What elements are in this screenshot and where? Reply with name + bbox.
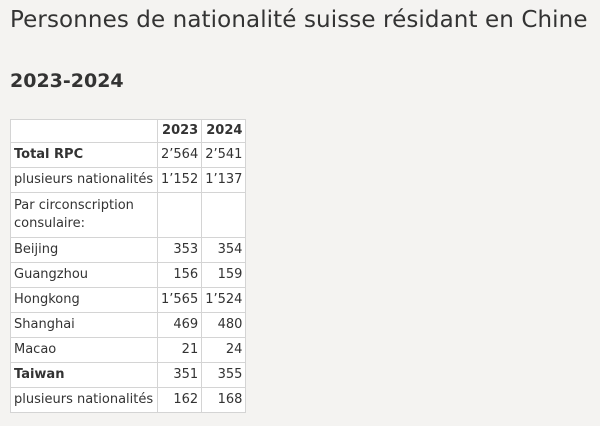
cell-2024: 480 bbox=[201, 312, 247, 338]
row-label: Beijing bbox=[10, 237, 158, 263]
cell-2023: 21 bbox=[156, 337, 203, 363]
residents-table: 2023 2024 Total RPC 2’564 2’541 plusieur… bbox=[10, 119, 247, 413]
cell-2024 bbox=[201, 192, 247, 238]
cell-2023: 351 bbox=[156, 362, 203, 388]
row-label: plusieurs nationalités bbox=[10, 387, 158, 413]
cell-2023: 1’565 bbox=[156, 287, 203, 313]
table-row: Par circonscription consulaire: bbox=[10, 192, 247, 238]
cell-2024: 24 bbox=[201, 337, 247, 363]
table-row: Shanghai 469 480 bbox=[10, 312, 247, 338]
row-label: Par circonscription consulaire: bbox=[10, 192, 158, 238]
cell-2024: 355 bbox=[201, 362, 247, 388]
row-label: Taiwan bbox=[10, 362, 158, 388]
cell-2024: 1’524 bbox=[201, 287, 247, 313]
cell-2023 bbox=[156, 192, 203, 238]
page-title: Personnes de nationalité suisse résidant… bbox=[10, 7, 588, 33]
cell-2023: 469 bbox=[156, 312, 203, 338]
row-label: Total RPC bbox=[10, 142, 158, 168]
cell-2023: 1’152 bbox=[156, 167, 203, 193]
table-row: Guangzhou 156 159 bbox=[10, 262, 247, 288]
table-row: Beijing 353 354 bbox=[10, 237, 247, 263]
table-row: Total RPC 2’564 2’541 bbox=[10, 142, 247, 168]
table-header-row: 2023 2024 bbox=[10, 119, 247, 143]
column-header-2023: 2023 bbox=[156, 119, 203, 143]
row-label: Macao bbox=[10, 337, 158, 363]
cell-2024: 354 bbox=[201, 237, 247, 263]
column-header-label bbox=[10, 119, 158, 143]
cell-2024: 168 bbox=[201, 387, 247, 413]
cell-2023: 156 bbox=[156, 262, 203, 288]
cell-2023: 2’564 bbox=[156, 142, 203, 168]
cell-2023: 162 bbox=[156, 387, 203, 413]
row-label: Guangzhou bbox=[10, 262, 158, 288]
table-row: Macao 21 24 bbox=[10, 337, 247, 363]
table-row: Hongkong 1’565 1’524 bbox=[10, 287, 247, 313]
table-row: plusieurs nationalités 1’152 1’137 bbox=[10, 167, 247, 193]
cell-2024: 2’541 bbox=[201, 142, 247, 168]
section-heading: 2023-2024 bbox=[10, 70, 124, 92]
table-row: Taiwan 351 355 bbox=[10, 362, 247, 388]
row-label: plusieurs nationalités bbox=[10, 167, 158, 193]
row-label: Shanghai bbox=[10, 312, 158, 338]
column-header-2024: 2024 bbox=[201, 119, 247, 143]
cell-2024: 1’137 bbox=[201, 167, 247, 193]
cell-2023: 353 bbox=[156, 237, 203, 263]
row-label: Hongkong bbox=[10, 287, 158, 313]
table-row: plusieurs nationalités 162 168 bbox=[10, 387, 247, 413]
cell-2024: 159 bbox=[201, 262, 247, 288]
